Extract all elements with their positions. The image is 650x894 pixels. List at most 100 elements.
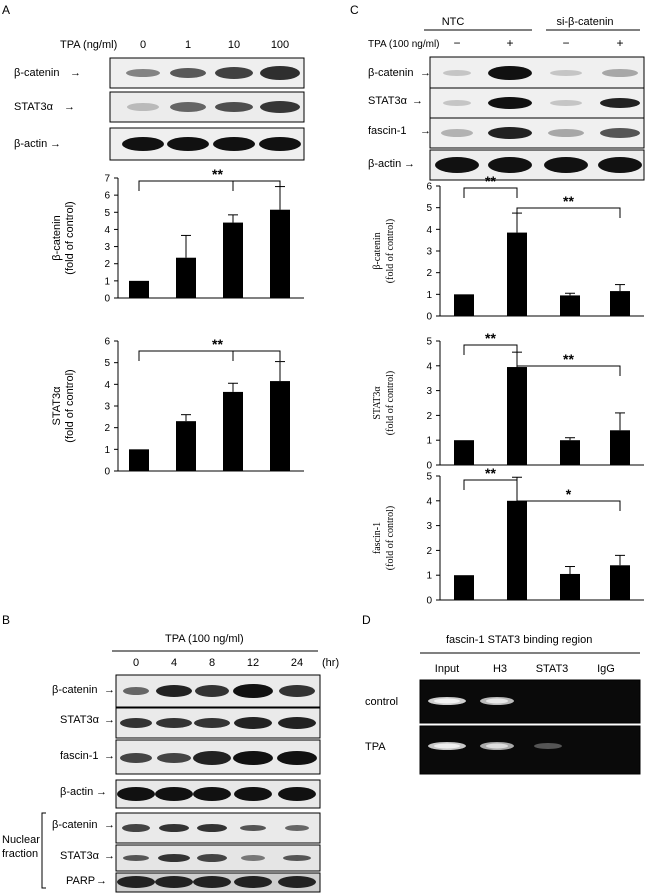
- y-tick-label: 3: [426, 521, 432, 532]
- panel-d-row-label: TPA: [365, 741, 386, 753]
- bar: [270, 209, 290, 298]
- y-tick-label: 0: [104, 467, 110, 478]
- nuclear-label-line2: fraction: [2, 848, 38, 860]
- bar: [129, 449, 149, 471]
- treatment-mark: +: [616, 36, 623, 50]
- panel-a-blot-label: STAT3α: [14, 101, 54, 113]
- y-tick-label: 2: [426, 411, 432, 422]
- y-tick-label: 5: [426, 472, 432, 483]
- panel-a-blot-label: β-actin: [14, 138, 47, 150]
- y-tick-label: 0: [104, 294, 110, 305]
- arrow-icon: →: [404, 158, 415, 170]
- time-label: 8: [209, 657, 215, 669]
- time-label: 0: [133, 657, 139, 669]
- panel-c: NTC si-β-catenin TPA (100 ng/ml) − + − +…: [368, 16, 645, 607]
- panel-d-header: fascin-1 STAT3 binding region: [446, 634, 592, 646]
- y-axis-label: fascin-1: [372, 522, 383, 554]
- y-axis-label: β-catenin: [51, 215, 63, 260]
- significance-bracket: [516, 207, 621, 218]
- nuclear-label-line1: Nuclear: [2, 834, 40, 846]
- gel-image: [419, 679, 641, 724]
- blot-bands: [127, 101, 300, 113]
- bar: [560, 573, 580, 600]
- bar: [610, 291, 630, 316]
- panel-c-blot-label: β-actin: [368, 158, 401, 170]
- y-tick-label: 2: [426, 546, 432, 557]
- y-tick-label: 1: [426, 290, 432, 301]
- significance-label: *: [566, 486, 572, 502]
- bar: [270, 381, 290, 471]
- blot-bands: [126, 66, 300, 80]
- treatment-mark: −: [562, 36, 569, 50]
- arrow-icon: →: [104, 750, 115, 762]
- panel-label-b: B: [2, 613, 10, 627]
- bar: [560, 295, 580, 316]
- panel-b-blot-label: fascin-1: [60, 750, 99, 762]
- y-tick-label: 6: [104, 337, 110, 348]
- arrow-icon: →: [420, 125, 431, 137]
- y-tick-label: 3: [104, 242, 110, 253]
- panel-b-nuclear-blot-label: STAT3α: [60, 850, 100, 862]
- y-tick-label: 1: [104, 276, 110, 287]
- panel-c-blot-label: β-catenin: [368, 67, 413, 79]
- panel-label-a: A: [2, 3, 10, 17]
- y-tick-label: 4: [426, 225, 432, 236]
- y-tick-label: 2: [104, 259, 110, 270]
- significance-bracket: [463, 187, 518, 198]
- panel-b-header: TPA (100 ng/ml): [165, 633, 244, 645]
- y-tick-label: 6: [104, 191, 110, 202]
- y-tick-label: 4: [426, 496, 432, 507]
- y-axis-label: (fold of control): [385, 219, 396, 283]
- arrow-icon: →: [96, 786, 107, 798]
- bar: [560, 440, 580, 465]
- time-label: 12: [247, 657, 259, 669]
- panel-a: TPA (ng/ml) 0 1 10 100 β-catenin → STAT3…: [14, 39, 305, 478]
- y-tick-label: 5: [426, 203, 432, 214]
- arrow-icon: →: [104, 714, 115, 726]
- bar: [223, 222, 243, 298]
- y-tick-label: 3: [426, 247, 432, 258]
- significance-label: **: [212, 336, 223, 352]
- panel-b-nuclear-blot-label: PARP: [66, 875, 95, 887]
- panel-c-blot-label: STAT3α: [368, 95, 408, 107]
- bar: [507, 500, 527, 600]
- panel-d-lane-label: Input: [435, 663, 459, 675]
- panel-b-blot-label: STAT3α: [60, 714, 100, 726]
- y-tick-label: 1: [104, 445, 110, 456]
- y-axis-label: (fold of control): [385, 371, 396, 435]
- y-axis-label: STAT3α: [51, 386, 63, 426]
- y-tick-label: 4: [104, 225, 110, 236]
- chart-c-beta-catenin: 0 1 2 3 4 5 6 β-catenin (fold of control) ** **: [372, 173, 644, 323]
- bar: [176, 257, 196, 298]
- y-axis-label: (fold of control): [385, 506, 396, 570]
- y-tick-label: 4: [104, 380, 110, 391]
- bar: [129, 280, 149, 298]
- panel-a-lane-label: 10: [228, 39, 240, 51]
- y-tick-label: 0: [426, 596, 432, 607]
- bar: [454, 294, 474, 316]
- y-tick-label: 1: [426, 571, 432, 582]
- panel-c-treatment-label: TPA (100 ng/ml): [368, 39, 440, 50]
- panel-a-lane-label: 1: [185, 39, 191, 51]
- y-axis-label: (fold of control): [64, 201, 76, 274]
- treatment-mark: +: [506, 36, 513, 50]
- bar: [507, 367, 527, 465]
- panel-c-group-label: si-β-catenin: [556, 16, 613, 28]
- significance-bracket: [516, 500, 621, 511]
- bar: [223, 391, 243, 471]
- panel-a-lane-label: 0: [140, 39, 146, 51]
- y-tick-label: 2: [426, 268, 432, 279]
- panel-b: TPA (100 ng/ml) 0 4 8 12 24 (hr) β-caten…: [2, 633, 339, 893]
- y-tick-label: 4: [426, 361, 432, 372]
- arrow-icon: →: [70, 67, 81, 79]
- significance-bracket: [516, 365, 621, 376]
- chart-c-stat3: 0 1 2 3 4 5 STAT3α (fold of control) ** **: [372, 330, 644, 472]
- significance-label: **: [563, 351, 574, 367]
- y-tick-label: 7: [104, 174, 110, 185]
- significance-label: **: [485, 173, 496, 189]
- arrow-icon: →: [420, 67, 431, 79]
- panel-d-lane-label: H3: [493, 663, 507, 675]
- panel-label-d: D: [362, 613, 371, 627]
- y-tick-label: 1: [426, 436, 432, 447]
- y-axis-label: β-catenin: [372, 232, 383, 269]
